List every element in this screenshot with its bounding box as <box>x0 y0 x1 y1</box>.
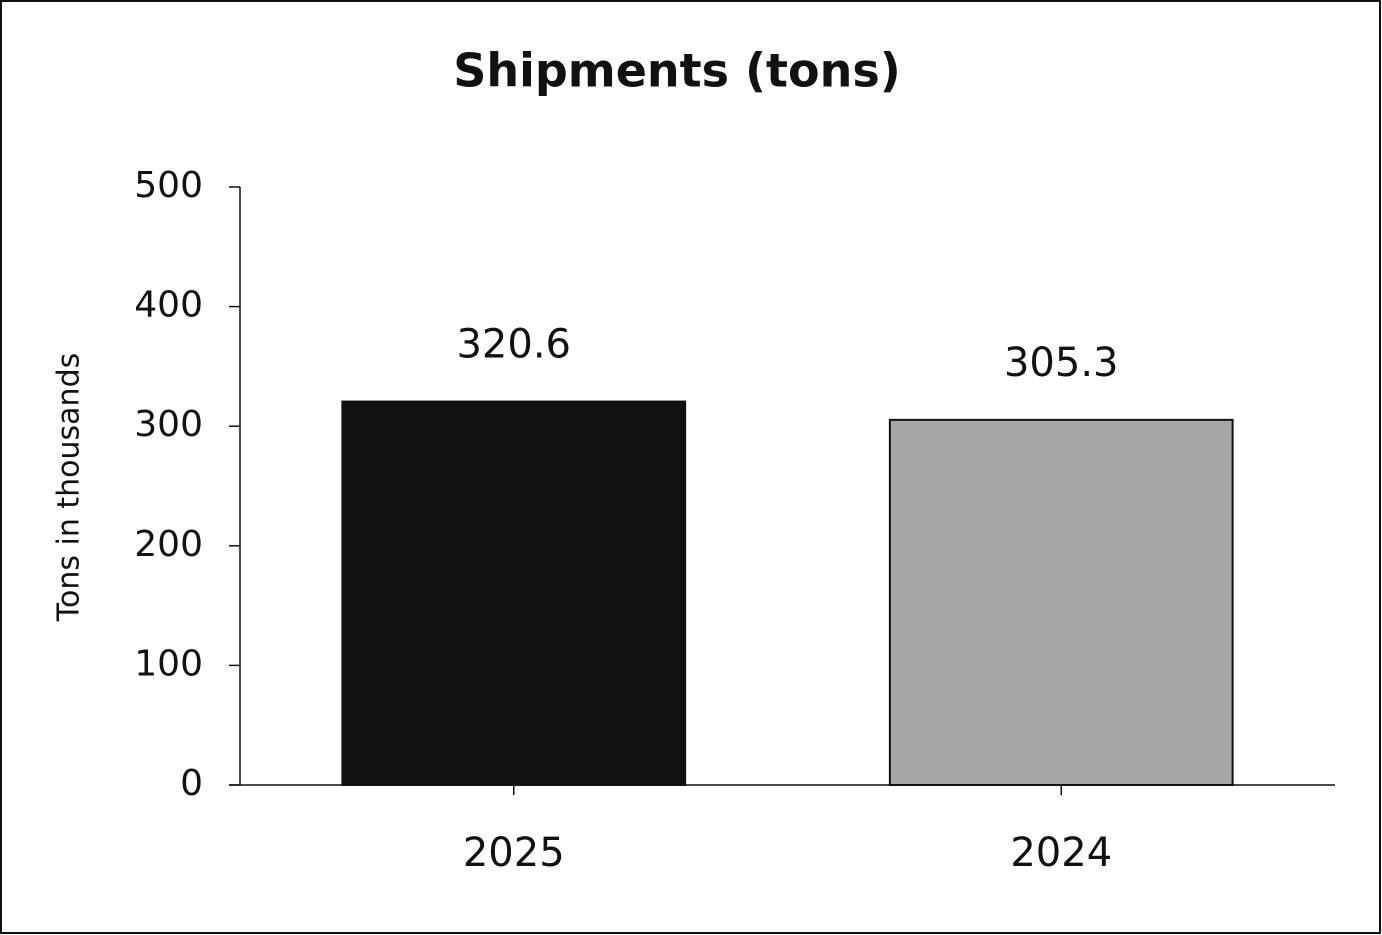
x-tick-label: 2025 <box>463 830 565 876</box>
bar <box>341 400 687 786</box>
value-label: 305.3 <box>1004 340 1119 386</box>
bar <box>888 418 1234 786</box>
chart-title: Shipments (tons) <box>453 44 901 98</box>
y-axis-label: Tons in thousands <box>52 353 87 623</box>
y-tick-label: 300 <box>134 404 203 445</box>
y-tick-label: 400 <box>134 285 203 326</box>
y-tick-label: 100 <box>134 643 203 684</box>
y-tick-label: 0 <box>180 763 203 804</box>
y-tick-label: 200 <box>134 524 203 565</box>
value-label: 320.6 <box>456 322 571 368</box>
y-tick-label: 500 <box>134 165 203 206</box>
x-tick-label: 2024 <box>1010 830 1112 876</box>
